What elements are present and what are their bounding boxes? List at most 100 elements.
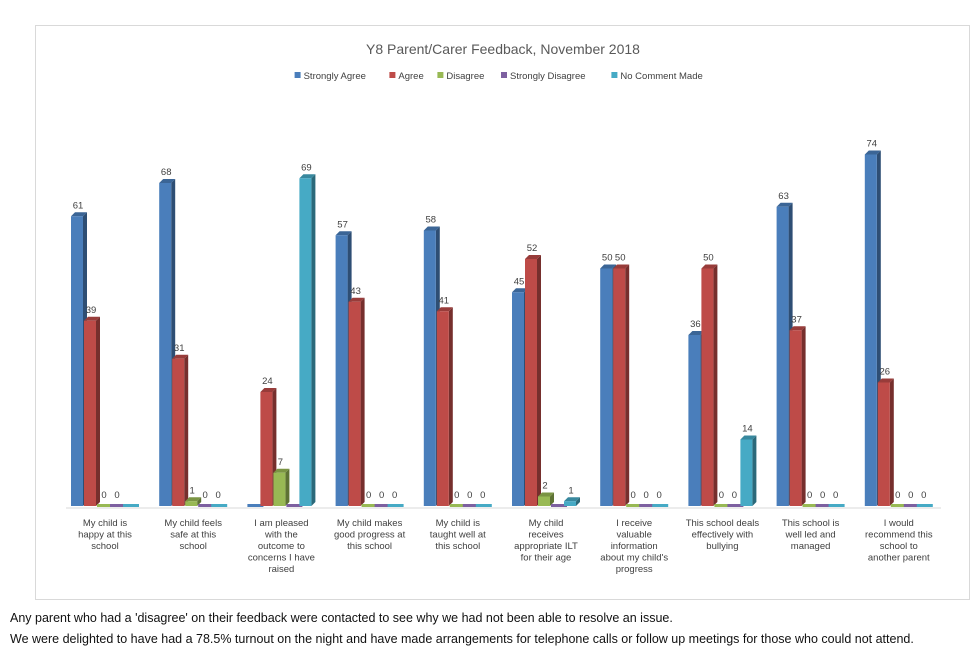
- bar-4-1-side: [448, 307, 453, 506]
- bar-7-1: [701, 268, 714, 506]
- bar-1-1: [172, 358, 185, 506]
- data-label-6-1: 50: [615, 253, 626, 264]
- category-label-9-line-0: I would: [884, 518, 914, 529]
- data-label-9-2: 0: [895, 490, 900, 501]
- bar-3-0: [335, 235, 348, 506]
- bar-5-3: [551, 504, 567, 507]
- category-label-5-line-1: receives: [528, 530, 564, 541]
- data-label-4-3: 0: [467, 490, 472, 501]
- data-label-1-3: 0: [203, 490, 208, 501]
- bar-1-2: [185, 501, 198, 506]
- bar-0-4: [123, 504, 139, 507]
- data-label-7-3: 0: [732, 490, 737, 501]
- bar-5-1-top: [525, 255, 541, 259]
- bar-4-4: [475, 504, 492, 507]
- category-label-4-line-0: My child is: [436, 518, 481, 529]
- bar-5-2-side: [550, 492, 554, 506]
- bar-8-1: [789, 330, 802, 506]
- bar-1-0: [159, 183, 172, 506]
- data-label-9-3: 0: [908, 490, 913, 501]
- data-label-3-3: 0: [379, 490, 384, 501]
- bar-5-0: [512, 292, 524, 506]
- data-label-3-1: 43: [350, 286, 361, 297]
- category-label-7-line-2: bullying: [706, 541, 738, 552]
- category-label-1-line-2: school: [179, 541, 206, 552]
- bar-8-2: [802, 504, 819, 507]
- legend-swatch-2: [437, 72, 444, 78]
- data-label-4-1: 41: [439, 295, 450, 306]
- data-label-2-4: 69: [301, 162, 312, 173]
- legend-swatch-3: [501, 72, 507, 78]
- legend-swatch-4: [611, 72, 618, 78]
- bar-1-2-top: [185, 497, 202, 502]
- bar-2-2: [273, 472, 286, 506]
- bar-3-1-side: [360, 297, 365, 506]
- bar-1-2-side: [197, 497, 202, 506]
- data-label-0-0: 61: [73, 200, 84, 211]
- legend-label-1: Agree: [398, 71, 423, 82]
- category-label-3-line-0: My child makes: [337, 518, 403, 529]
- category-label-3-line-2: this school: [347, 541, 392, 552]
- bar-7-2: [714, 504, 731, 507]
- category-label-2-line-4: raised: [268, 564, 294, 575]
- category-label-7-line-1: effectively with: [692, 530, 754, 541]
- data-label-1-1: 31: [174, 343, 185, 354]
- bar-2-2-top: [273, 468, 290, 473]
- legend-label-0: Strongly Agree: [304, 71, 366, 82]
- bar-6-1: [613, 268, 626, 506]
- bar-chart: Y8 Parent/Carer Feedback, November 2018 S…: [66, 41, 941, 575]
- data-label-3-4: 0: [392, 490, 397, 501]
- data-label-6-2: 0: [631, 490, 636, 501]
- bar-6-1-side: [625, 264, 630, 506]
- bar-6-0: [600, 268, 613, 506]
- category-label-2-line-2: outcome to: [258, 541, 305, 552]
- bar-2-4-top: [299, 174, 316, 179]
- category-label-2-line-1: with the: [264, 530, 298, 541]
- footnote-disagree: Any parent who had a 'disagree' on their…: [10, 611, 673, 625]
- bar-6-3: [639, 504, 656, 507]
- data-label-9-4: 0: [921, 490, 926, 501]
- data-label-3-0: 57: [337, 219, 348, 230]
- bar-3-1: [348, 301, 361, 506]
- bar-5-1: [525, 259, 537, 506]
- data-label-7-2: 0: [719, 490, 724, 501]
- category-label-0-line-1: happy at this: [78, 530, 132, 541]
- bar-5-2: [538, 496, 550, 506]
- bar-3-2: [361, 504, 378, 507]
- category-label-0-line-0: My child is: [83, 518, 128, 529]
- bar-4-3: [462, 504, 479, 507]
- category-label-8-line-2: managed: [791, 541, 831, 552]
- bar-1-0-top: [159, 179, 176, 183]
- data-label-6-0: 50: [602, 253, 613, 264]
- bar-9-1-top: [877, 378, 894, 383]
- bar-7-1-side: [713, 264, 718, 506]
- data-label-7-0: 36: [690, 319, 701, 330]
- category-label-9-line-1: recommend this: [865, 530, 933, 541]
- bar-2-4: [299, 178, 312, 506]
- bar-2-1: [260, 392, 273, 506]
- data-label-0-3: 0: [114, 490, 119, 501]
- bar-5-4-top: [564, 497, 580, 502]
- bar-9-0-top: [864, 150, 881, 155]
- bar-7-0-top: [688, 331, 705, 335]
- bar-0-3: [110, 504, 126, 507]
- legend-label-3: Strongly Disagree: [510, 71, 586, 82]
- bar-8-0-top: [776, 202, 793, 207]
- category-label-9-line-2: school to: [880, 541, 918, 552]
- legend-label-2: Disagree: [446, 71, 484, 82]
- bar-0-2: [97, 504, 113, 507]
- bar-0-1-side: [96, 316, 100, 506]
- data-label-2-1: 24: [262, 376, 273, 387]
- bar-7-3: [727, 504, 744, 507]
- category-label-2-line-3: concerns I have: [248, 553, 315, 564]
- bar-7-1-top: [701, 264, 718, 269]
- category-label-6-line-2: information: [611, 541, 658, 552]
- category-label-6-line-1: valuable: [617, 530, 652, 541]
- category-label-5-line-2: appropriate ILT: [514, 541, 578, 552]
- bar-6-2: [626, 504, 643, 507]
- bar-4-1-top: [436, 307, 453, 312]
- bar-4-0: [423, 230, 436, 506]
- data-label-5-2: 2: [542, 481, 547, 492]
- bar-9-1: [877, 382, 890, 506]
- bar-4-0-top: [423, 226, 440, 231]
